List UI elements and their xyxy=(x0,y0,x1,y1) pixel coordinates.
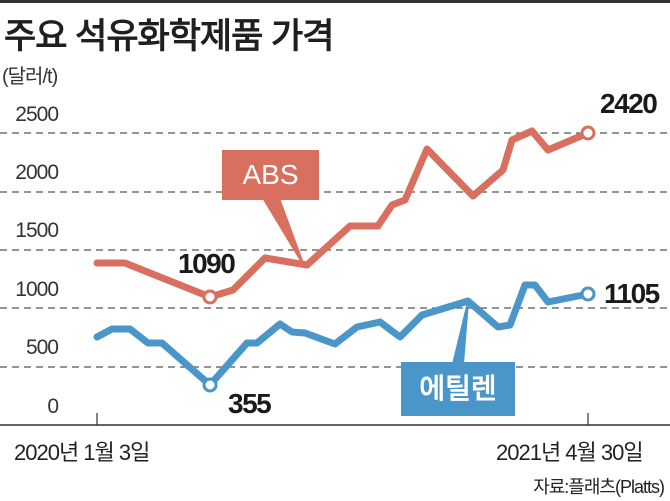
chart-title: 주요 석유화학제품 가격 xyxy=(4,17,334,56)
abs-callout-pointer xyxy=(262,198,305,266)
top-border xyxy=(0,0,670,3)
abs-end-value: 2420 xyxy=(600,88,658,119)
ethylene-line xyxy=(93,281,592,389)
abs-min-value: 1090 xyxy=(178,248,236,279)
y-tick-1500: 1500 xyxy=(15,219,59,242)
ethylene-min-value: 355 xyxy=(228,388,272,419)
x-label-start: 2020년 1월 3일 xyxy=(14,440,150,465)
abs-line xyxy=(93,127,592,301)
y-tick-1000: 1000 xyxy=(15,278,59,301)
ethylene-min-marker xyxy=(202,377,218,393)
y-axis-unit: (달러/t) xyxy=(2,66,58,88)
ethylene-callout-pointer xyxy=(452,302,469,364)
ethylene-legend-label: 에틸렌 xyxy=(401,362,515,416)
source-note: 자료:플래츠(Platts) xyxy=(533,477,665,497)
abs-min-marker xyxy=(202,289,218,305)
ethylene-end-value: 1105 xyxy=(604,278,660,309)
y-tick-2500: 2500 xyxy=(15,103,59,126)
abs-legend-label: ABS xyxy=(222,150,319,200)
y-tick-500: 500 xyxy=(25,336,59,359)
y-tick-0: 0 xyxy=(47,395,59,418)
x-label-end: 2021년 4월 30일 xyxy=(496,440,644,465)
abs-end-marker xyxy=(580,125,596,141)
gridlines xyxy=(0,132,670,368)
ethylene-end-marker xyxy=(580,286,596,302)
y-tick-2000: 2000 xyxy=(15,161,59,184)
